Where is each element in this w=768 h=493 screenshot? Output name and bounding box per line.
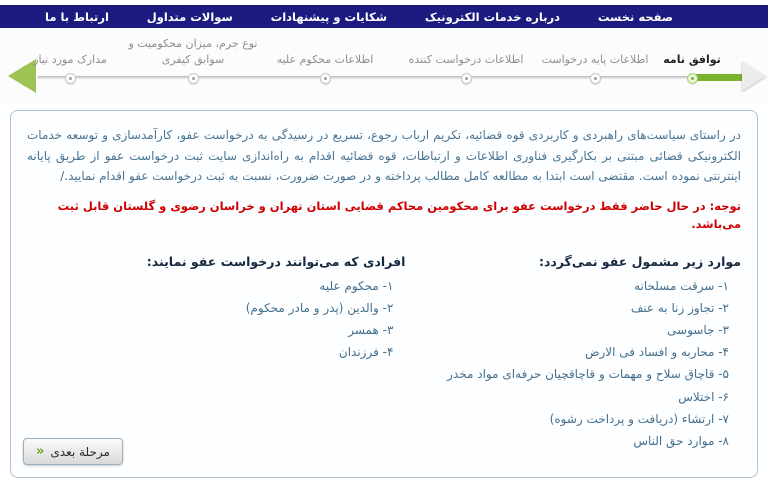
excluded-list-item: ۸- موارد حق الناس [633,433,729,448]
excluded-list-item: ۴- محاربه و افساد فی الارض [584,345,729,360]
nav-item[interactable]: صفحه نخست [597,9,673,24]
eligible-list: ۱- محکوم علیه ۲- والدین (پدر و مادر محکوم… [27,275,405,364]
eligible-list-title: افرادی که می‌توانند درخواست عفو نمایند: [146,253,406,269]
intro-paragraph: در راستای سیاست‌های راهبردی و کاربردی قو… [27,128,741,184]
excluded-list: ۱- سرقت مسلحانه ۲- تجاوز زنا به عنف ۳- جاس… [405,275,741,453]
next-step-button[interactable]: مرحلة بعدی « [23,438,123,465]
top-navigation: صفحه نخست درباره خدمات الکترونیک شکایات و … [0,5,768,28]
stepper-step-dot [188,74,198,83]
stepper-step: مدارک مورد نیاز [0,34,145,83]
excluded-list-title: موارد زیر مشمول عفو نمی‌گردد: [538,253,741,269]
nav-item[interactable]: ارتباط با ما [45,9,109,24]
stepper-step-label: اطلاعات پایه درخواست [541,53,649,67]
eligible-list-item: ۱- محکوم علیه [319,278,394,293]
stepper-step-dot [320,74,330,83]
eligible-list-section: افرادی که می‌توانند درخواست عفو نمایند: … [27,253,406,453]
excluded-list-item: ۵- قاچاق سلاح و مهمات و قاچاقچیان حرفه‌ا… [447,367,729,382]
progress-stepper: توافق نامه اطلاعات پایه درخواست اطلاعات … [0,28,768,104]
stepper-progress-segment [688,74,746,81]
excluded-list-item: ۶- اختلاس [678,389,729,404]
stepper-step: نوع جرم، میزان محکومیت و سوابق کیفری [118,34,268,83]
stepper-end-arrow-icon [8,59,36,93]
stepper-start-arrow-icon [742,61,766,91]
excluded-list-item: ۱- سرقت مسلحانه [634,278,729,293]
stepper-step-dot [461,74,471,83]
stepper-step-label: مدارک مورد نیاز [33,53,107,67]
stepper-step-label: اطلاعات درخواست کننده [408,53,524,67]
next-step-label: مرحلة بعدی [50,444,110,459]
nav-item[interactable]: سوالات متداول [146,9,233,24]
eligible-list-item: ۳- همسر [348,323,394,338]
stepper-step-dot [65,74,75,83]
nav-item[interactable]: شکایات و پیشنهادات [270,9,388,24]
eligible-list-item: ۴- فرزندان [338,345,394,360]
excluded-list-item: ۳- جاسوسی [667,323,729,338]
stepper-step-dot [590,74,600,83]
stepper-step-label: اطلاعات محکوم علیه [276,53,374,67]
stepper-step: اطلاعات درخواست کننده [391,34,541,83]
stepper-track [38,76,710,79]
stepper-step: اطلاعات محکوم علیه [250,34,400,83]
stepper-step: اطلاعات پایه درخواست [520,34,670,83]
eligible-list-item: ۲- والدین (پدر و مادر محکوم) [245,300,394,315]
lists-section: موارد زیر مشمول عفو نمی‌گردد: ۱- سرقت مس… [27,254,741,453]
excluded-list-item: ۲- تجاوز زنا به عنف [630,300,729,315]
stepper-step-dot [687,74,697,83]
content-panel: در راستای سیاست‌های راهبردی و کاربردی قو… [10,110,758,478]
nav-item[interactable]: درباره خدمات الکترونیک [424,9,561,24]
excluded-list-section: موارد زیر مشمول عفو نمی‌گردد: ۱- سرقت مس… [405,254,741,453]
notice-text: توجه: در حال حاضر فقط درخواست عفو برای م… [57,198,741,232]
stepper-step: توافق نامه [617,34,767,83]
excluded-list-item: ۷- ارتشاء (دریافت و پرداخت رشوه) [549,411,729,426]
double-chevron-left-icon: « [36,444,45,459]
stepper-step-label: نوع جرم، میزان محکومیت و سوابق کیفری [128,37,258,67]
stepper-step-label: توافق نامه [663,53,721,67]
